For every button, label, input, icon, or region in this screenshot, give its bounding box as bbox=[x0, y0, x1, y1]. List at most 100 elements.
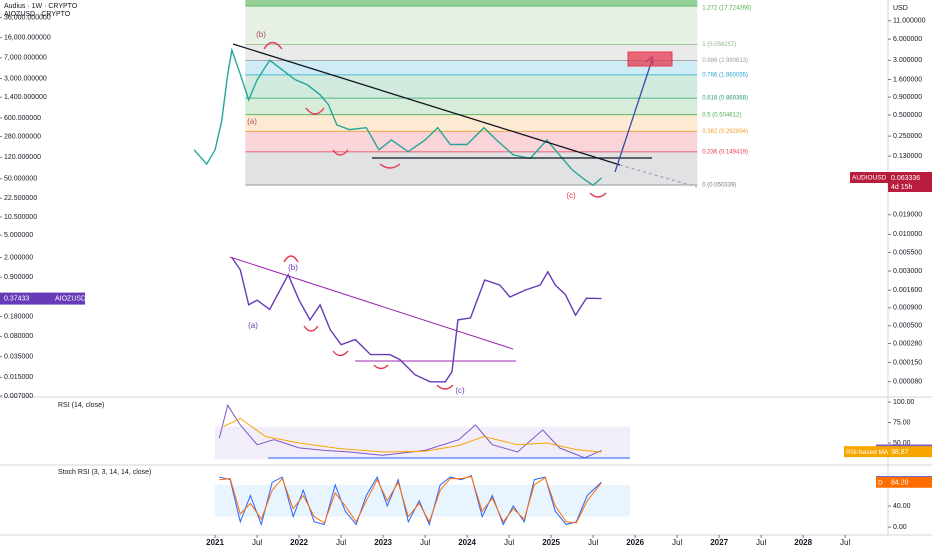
y-tick-label: 40.00 bbox=[893, 503, 911, 510]
y2-tick-label: 50.000000 bbox=[4, 176, 37, 183]
y2-tick-label: 120.000000 bbox=[4, 154, 41, 161]
price-tag bbox=[0, 292, 85, 305]
y2-tick-label: 0.035000 bbox=[4, 353, 33, 360]
trendline bbox=[229, 256, 514, 350]
y-tick-label: 0.005500 bbox=[893, 249, 922, 256]
y2-tick-label: 2.000000 bbox=[4, 254, 33, 261]
y2-tick-label: 5.000000 bbox=[4, 232, 33, 239]
y-tick-label: 0.130000 bbox=[893, 153, 922, 160]
y2-tick-label: 0.180000 bbox=[4, 313, 33, 320]
y-tick-label: 0.000900 bbox=[893, 305, 922, 312]
y-tick-label: 0.000500 bbox=[893, 323, 922, 330]
fib-label: 0.236 (0.149419) bbox=[702, 149, 748, 155]
price-tag-value: 84.20 bbox=[891, 480, 909, 487]
y2-tick-label: 1,400.000000 bbox=[4, 94, 47, 101]
chart-subtitle: AIOZUSD · CRYPTO bbox=[4, 11, 71, 18]
stoch-band bbox=[215, 484, 630, 517]
fib-label: 0.382 (0.292894) bbox=[702, 129, 748, 135]
axis-unit: USD bbox=[893, 5, 908, 12]
y-tick-label: 0.000280 bbox=[893, 340, 922, 347]
wave-arc bbox=[332, 149, 349, 156]
x-tick-label: Jul bbox=[336, 538, 346, 547]
trendline bbox=[232, 43, 621, 166]
x-tick-label: Jul bbox=[588, 538, 598, 547]
price-tag-name: AIOZUSD bbox=[55, 295, 86, 302]
x-tick-label: 2021 bbox=[206, 538, 224, 547]
y-tick-label: 0.000150 bbox=[893, 359, 922, 366]
price-tag bbox=[888, 446, 932, 458]
series-line bbox=[231, 257, 602, 383]
y2-tick-label: 600.000000 bbox=[4, 115, 41, 122]
wave-label: (c) bbox=[455, 386, 465, 395]
wave-arc bbox=[283, 255, 299, 263]
x-tick-label: Jul bbox=[252, 538, 262, 547]
fib-label: 0.5 (0.504612) bbox=[702, 112, 741, 118]
x-tick-label: 2028 bbox=[794, 538, 812, 547]
x-tick-label: Jul bbox=[756, 538, 766, 547]
fib-label: 0.886 (2.990613) bbox=[702, 58, 748, 64]
y2-tick-label: 36,000.000000 bbox=[4, 15, 51, 22]
y2-tick-label: 10.500000 bbox=[4, 214, 37, 221]
y-tick-label: 0.001600 bbox=[893, 287, 922, 294]
y-tick-label: 1.600000 bbox=[893, 76, 922, 83]
x-tick-label: Jul bbox=[420, 538, 430, 547]
fib-zone bbox=[245, 60, 698, 75]
price-tag-name: D bbox=[878, 479, 883, 486]
fib-zone bbox=[245, 114, 698, 132]
series-line bbox=[193, 47, 602, 187]
y-tick-label: 100.00 bbox=[893, 399, 915, 406]
drawings bbox=[229, 41, 698, 459]
y-tick-label: 50.00 bbox=[893, 440, 911, 447]
price-tag-name: AUDIOUSD bbox=[852, 175, 887, 182]
projection-arrow bbox=[614, 59, 653, 173]
series-line bbox=[219, 475, 602, 524]
fib-zone bbox=[245, 0, 698, 7]
chart-title: Audius · 1W · CRYPTO bbox=[4, 3, 78, 10]
fib-label: 1 (5.058257) bbox=[702, 42, 736, 48]
pane-title: Stoch RSI (3, 3, 14, 14, close) bbox=[58, 469, 151, 476]
price-tag-name-box bbox=[850, 172, 888, 184]
y2-tick-label: 7,000.000000 bbox=[4, 55, 47, 62]
trendline-extension bbox=[619, 164, 698, 188]
price-tag-name-box bbox=[876, 476, 888, 488]
y2-tick-label: 0.900000 bbox=[4, 274, 33, 281]
price-tag-name: RSI-based MA bbox=[846, 449, 889, 456]
y-tick-label: 0.010000 bbox=[893, 231, 922, 238]
x-tick-label: Jul bbox=[672, 538, 682, 547]
y-tick-label: 0.900000 bbox=[893, 94, 922, 101]
y2-tick-label: 16,000.000000 bbox=[4, 34, 51, 41]
x-tick-label: 2024 bbox=[458, 538, 476, 547]
wave-arc bbox=[589, 192, 607, 198]
y-tick-label: 6.000000 bbox=[893, 36, 922, 43]
y-tick-label: 0.00 bbox=[893, 524, 907, 531]
price-tag-name-box bbox=[844, 446, 888, 458]
wave-arc bbox=[379, 163, 401, 169]
fib-zone bbox=[245, 98, 698, 115]
fib-label: 1.272 (17.724266) bbox=[702, 6, 751, 12]
y-tick-label: 11.000000 bbox=[893, 18, 926, 25]
wave-arc bbox=[332, 350, 349, 357]
rsi-band bbox=[215, 426, 630, 460]
pane-title: RSI (14, close) bbox=[58, 402, 104, 409]
x-tick-label: 2027 bbox=[710, 538, 728, 547]
wave-arc bbox=[436, 384, 454, 390]
fib-layer: 1.272 (17.724266) 1 (5.058257) 0.886 (2.99… bbox=[245, 0, 751, 189]
fib-label: 0 (0.050339) bbox=[702, 183, 736, 189]
y-tick-label: 75.00 bbox=[893, 419, 911, 426]
y2-tick-label: 0.015000 bbox=[4, 374, 33, 381]
y-tick-label: 0.019000 bbox=[893, 212, 922, 219]
wave-label: (b) bbox=[288, 263, 298, 272]
y-tick-label: 0.500000 bbox=[893, 112, 922, 119]
y2-tick-label: 280.000000 bbox=[4, 133, 41, 140]
price-tag-value: 38.87 bbox=[891, 449, 909, 456]
x-tick-label: 2026 bbox=[626, 538, 644, 547]
y2-tick-label: 22.500000 bbox=[4, 195, 37, 202]
fib-zone bbox=[245, 151, 698, 186]
y-tick-label: 0.003000 bbox=[893, 268, 922, 275]
x-tick-label: Jul bbox=[840, 538, 850, 547]
y2-tick-label: 0.007000 bbox=[4, 393, 33, 400]
wave-label: (a) bbox=[248, 321, 258, 330]
x-tick-label: 2025 bbox=[542, 538, 560, 547]
